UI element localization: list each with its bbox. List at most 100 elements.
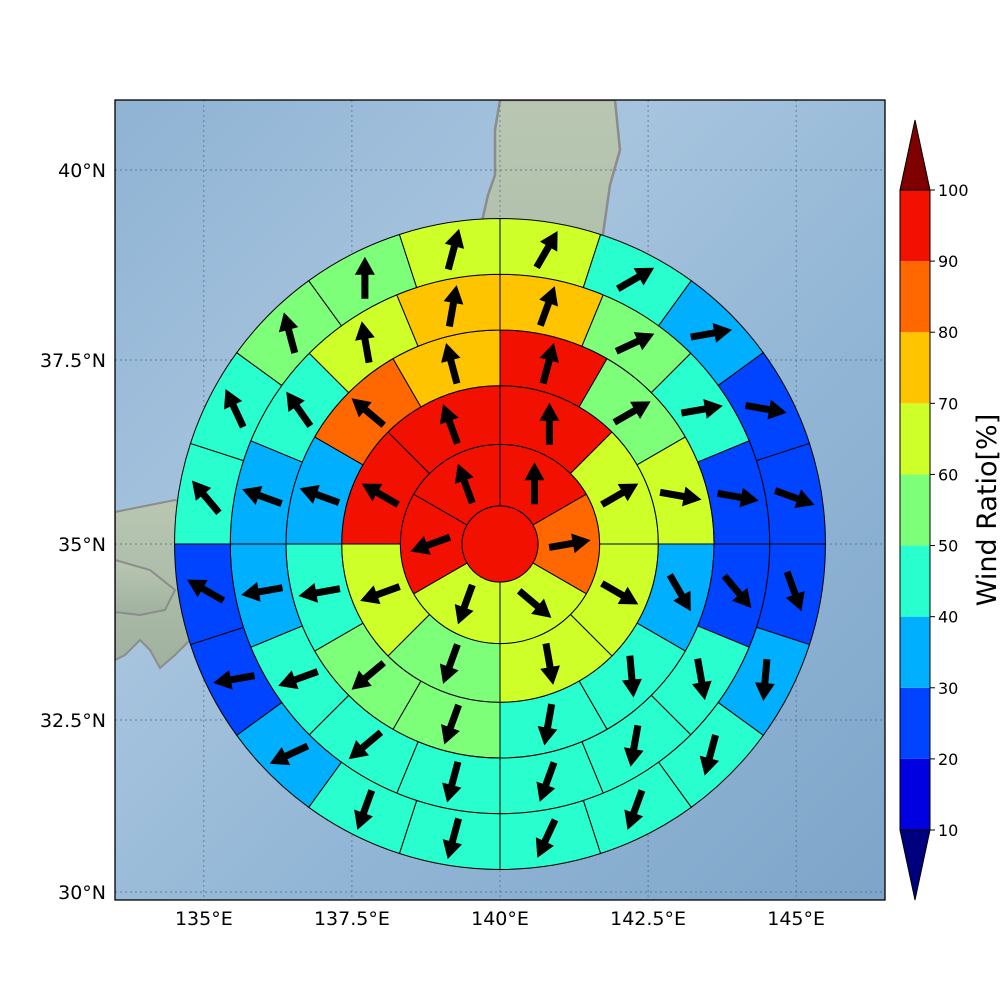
wind-arrow [351, 660, 386, 690]
wind-arrows [187, 228, 815, 860]
wind-arrow-shape [351, 660, 386, 690]
wind-arrow-shape [439, 643, 461, 684]
x-tick-label: 135°E [175, 908, 233, 930]
wind-arrow [224, 388, 247, 429]
wind-arrow [621, 655, 642, 698]
wind-arrow-shape [716, 487, 759, 508]
colorbar-segment [900, 687, 930, 759]
wind-arrow [269, 742, 310, 766]
wind-arrow [441, 342, 461, 385]
colorbar-tick-label: 30 [938, 679, 958, 698]
wind-arrow [524, 462, 545, 505]
wind-arrow [659, 486, 702, 507]
wind-arrow-shape [754, 658, 775, 702]
wind-arrow [540, 642, 560, 685]
plot-area [114, 99, 886, 901]
wind-arrow-shape [773, 487, 815, 509]
wind-arrow [666, 573, 691, 612]
wind-arrow-shape [624, 789, 646, 830]
wind-arrow [441, 703, 462, 745]
colorbar-segment [900, 403, 930, 475]
wind-arrow [612, 401, 651, 426]
colorbar: 10 20 30 40 50 60 70 80 90 100 [899, 119, 969, 901]
colorbar-segment [900, 545, 930, 617]
wind-arrow [213, 669, 256, 690]
wind-sectors [174, 218, 826, 870]
wind-arrow [691, 658, 712, 701]
wind-arrow-shape [516, 588, 552, 618]
colorbar-segment [900, 332, 930, 404]
wind-arrow-shape [224, 388, 247, 429]
wind-arrow [680, 399, 723, 419]
wind-arrow [548, 533, 591, 554]
wind-arrow-shape [721, 573, 752, 609]
wind-arrow [600, 580, 639, 605]
wind-arrow [191, 480, 222, 515]
wind-arrow-shape [524, 462, 545, 505]
wind-arrow-shape [744, 399, 787, 420]
colorbar-over-extend [899, 119, 931, 191]
wind-arrow-shape [278, 668, 319, 690]
wind-arrow [410, 533, 452, 555]
wind-arrow-shape [442, 817, 463, 860]
x-tick-label: 137.5°E [314, 908, 390, 930]
wind-arrow-shape [600, 580, 639, 605]
wind-arrow-shape [241, 582, 284, 602]
wind-arrow [278, 668, 319, 690]
colorbar-segment [900, 616, 930, 688]
wind-arrow-shape [659, 486, 702, 507]
wind-arrow [454, 463, 476, 505]
wind-arrow-shape [783, 570, 805, 612]
wind-arrow-shape [444, 228, 465, 271]
wind-arrow [536, 761, 558, 802]
wind-arrow-shape [439, 404, 461, 445]
wind-arrow [537, 703, 558, 746]
wind-arrow [614, 332, 655, 355]
wind-arrow [623, 724, 644, 767]
wind-arrow [348, 729, 384, 760]
wind-arrow-shape [286, 391, 314, 428]
wind-arrow [442, 817, 463, 860]
wind-arrow [690, 323, 733, 343]
x-tick-label: 142.5°E [610, 908, 686, 930]
land-shikoku-edge [115, 558, 177, 617]
colorbar-tick-label: 40 [938, 608, 958, 627]
wind-arrow-shape [443, 285, 464, 328]
wind-arrow-shape [539, 402, 560, 445]
wind-arrow-shape [361, 483, 400, 508]
wind-arrow [351, 398, 386, 428]
wind-arrow [537, 286, 558, 327]
wind-arrow-shape [539, 342, 559, 385]
wind-arrow-shape [666, 573, 691, 612]
colorbar-tick-label: 10 [938, 821, 958, 840]
wind-arrow [443, 285, 464, 328]
plot-frame [114, 99, 886, 901]
wind-arrow-shape [278, 312, 299, 354]
y-axis-ticks: 30°N 32.5°N 35°N 37.5°N 40°N [40, 160, 106, 904]
wind-arrow-shape [536, 761, 558, 802]
wind-arrow-shape [410, 533, 452, 555]
colorbar-tick-label: 80 [938, 323, 958, 342]
wind-arrow [600, 483, 639, 508]
wind-arrow-shape [691, 658, 712, 701]
wind-arrow-shape [621, 655, 642, 698]
colorbar-tick-label: 100 [938, 181, 969, 200]
wind-arrow [442, 760, 462, 803]
wind-arrow-shape [614, 332, 655, 355]
wind-arrow [360, 583, 401, 605]
wind-arrow [535, 818, 559, 858]
wind-arrow-shape [454, 583, 476, 625]
wind-arrow-shape [616, 267, 655, 292]
colorbar-segment [900, 474, 930, 546]
wind-arrow [439, 404, 461, 445]
wind-arrow [355, 321, 375, 364]
colorbar-segment [900, 261, 930, 333]
colorbar-under-extend [899, 829, 931, 901]
wind-arrow [286, 391, 314, 428]
wind-arrow [241, 582, 284, 602]
wind-arrow-shape [298, 583, 341, 603]
wind-arrow-shape [680, 399, 723, 419]
y-tick-label: 32.5°N [40, 710, 106, 732]
wind-arrow-shape [351, 398, 386, 428]
